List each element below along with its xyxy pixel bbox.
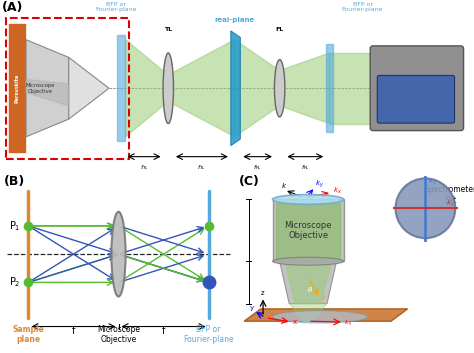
Polygon shape [280,53,329,124]
Ellipse shape [273,195,344,204]
Ellipse shape [273,311,367,323]
Polygon shape [26,40,69,137]
Polygon shape [117,35,125,141]
Polygon shape [244,309,408,321]
Ellipse shape [163,53,173,124]
Ellipse shape [274,60,285,117]
Text: CCD: CCD [408,94,424,100]
Polygon shape [280,261,337,304]
Text: $k_\parallel$: $k_\parallel$ [344,318,352,329]
Polygon shape [231,31,240,145]
Polygon shape [289,304,327,321]
Text: $k_y$: $k_y$ [315,179,324,190]
Polygon shape [235,40,280,137]
Text: y: y [250,305,254,311]
Text: Microscope
Objective: Microscope Objective [26,83,55,94]
Text: Microscope
Objective: Microscope Objective [284,221,332,240]
Text: f: f [162,327,165,336]
Polygon shape [329,53,372,124]
Text: BFP or
Fourier-plane: BFP or Fourier-plane [342,1,383,12]
Text: Spectrometer: Spectrometer [396,58,438,63]
Text: $k$: $k$ [321,293,328,302]
FancyBboxPatch shape [377,76,455,123]
Polygon shape [9,24,25,152]
Text: BFP or
Fourier-plane: BFP or Fourier-plane [183,325,234,345]
Text: BFP or
Fourier-plane: BFP or Fourier-plane [95,1,137,12]
Text: Microscope
Objective: Microscope Objective [97,325,140,345]
Polygon shape [284,261,332,304]
Polygon shape [126,40,168,137]
Bar [424,178,427,238]
Text: f: f [72,327,75,336]
Text: $k$: $k$ [281,181,287,190]
Polygon shape [326,44,333,132]
Text: $f_{FL}$: $f_{FL}$ [301,163,310,172]
Text: (B): (B) [4,175,25,188]
Text: FL: FL [275,27,284,32]
Text: z: z [261,290,264,296]
Circle shape [395,178,456,238]
Text: $f_{TL}$: $f_{TL}$ [197,163,207,172]
Ellipse shape [273,257,344,265]
Text: $k_x$: $k_x$ [333,186,342,196]
Text: $k_x$: $k_x$ [446,199,455,209]
Text: (A): (A) [2,1,24,14]
Text: $k_y$: $k_y$ [428,176,437,188]
Polygon shape [276,203,340,261]
FancyBboxPatch shape [370,46,464,131]
Text: P$_1$: P$_1$ [9,219,20,233]
Ellipse shape [111,212,126,297]
Text: P$_2$: P$_2$ [9,275,20,289]
Text: TL: TL [164,27,173,32]
Text: Sample
plane: Sample plane [12,325,45,345]
Polygon shape [26,79,69,106]
Text: (C): (C) [239,175,260,188]
Polygon shape [168,40,235,137]
Text: real-plane: real-plane [215,17,255,23]
Text: $\theta$: $\theta$ [307,285,313,294]
Text: x: x [292,319,297,325]
Text: $f_{FL}$: $f_{FL}$ [253,163,262,172]
Text: $f_{TL}$: $f_{TL}$ [139,163,149,172]
Text: Spectrometer
Slit: Spectrometer Slit [424,185,474,205]
Polygon shape [69,57,109,119]
Polygon shape [273,199,344,261]
Text: Perovskite: Perovskite [14,73,19,103]
